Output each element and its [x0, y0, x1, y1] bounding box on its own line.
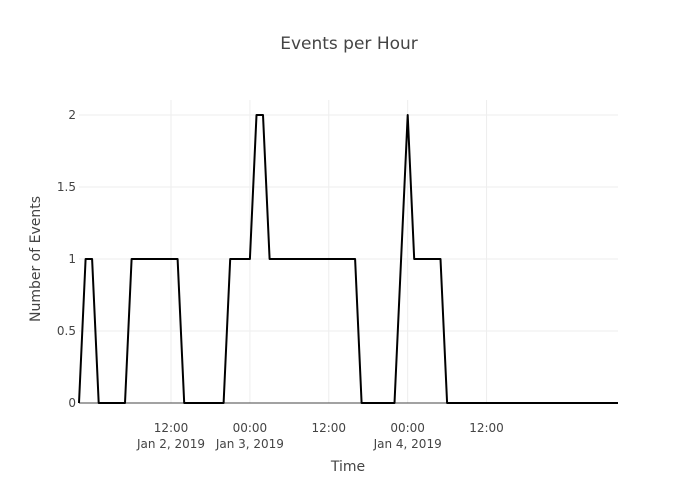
x-tick-sublabel: Jan 3, 2019 [215, 437, 284, 451]
x-tick-label: 12:00 [469, 421, 504, 435]
x-tick-label: 00:00 [233, 421, 268, 435]
chart-title: Events per Hour [280, 34, 418, 54]
y-axis-title: Number of Events [28, 196, 44, 322]
y-tick-label: 0 [68, 396, 76, 410]
y-axis-ticks: 0 0.5 1 1.5 2 [57, 108, 76, 410]
x-tick-label: 12:00 [154, 421, 189, 435]
x-axis-ticks: 12:00 Jan 2, 2019 00:00 Jan 3, 2019 12:00 00:… [136, 421, 504, 451]
y-tick-label: 1.5 [57, 180, 76, 194]
y-tick-label: 1 [68, 252, 76, 266]
x-tick-label: 00:00 [390, 421, 425, 435]
y-tick-label: 2 [68, 108, 76, 122]
x-tick-sublabel: Jan 2, 2019 [136, 437, 205, 451]
x-tick-label: 12:00 [311, 421, 346, 435]
y-tick-label: 0.5 [57, 324, 76, 338]
y-gridlines [79, 114, 618, 332]
series-line-events [78, 114, 618, 404]
x-gridlines [170, 100, 488, 403]
x-axis-title: Time [330, 459, 365, 475]
x-tick-sublabel: Jan 4, 2019 [373, 437, 442, 451]
